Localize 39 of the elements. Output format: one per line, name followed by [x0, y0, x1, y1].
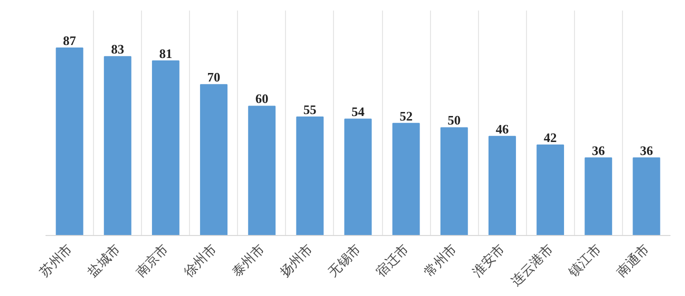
data-label: 55 — [303, 102, 317, 117]
bar — [440, 127, 468, 236]
bar — [584, 157, 612, 236]
x-tick-label: 泰州市 — [228, 241, 268, 280]
x-tick-label: 扬州市 — [277, 241, 316, 280]
bar — [344, 118, 372, 236]
x-tick-label: 徐州市 — [180, 241, 220, 280]
x-tick-label: 苏州市 — [36, 241, 75, 280]
bar — [200, 84, 228, 236]
data-label: 36 — [592, 142, 606, 158]
bar — [488, 136, 516, 236]
x-tick-label: 常州市 — [421, 241, 460, 280]
data-label: 70 — [207, 70, 220, 85]
bar — [296, 116, 324, 236]
bar — [392, 122, 420, 236]
x-tick-label: 无锡市 — [325, 241, 364, 280]
data-label: 81 — [159, 46, 172, 61]
bar — [248, 106, 276, 236]
x-tick-label: 淮安市 — [469, 241, 508, 280]
bar — [632, 157, 660, 236]
bar — [536, 144, 564, 236]
data-label: 50 — [448, 112, 461, 128]
x-tick-label: 宿迁市 — [373, 241, 412, 280]
bar — [56, 48, 84, 236]
x-tick-label: 盐城市 — [84, 241, 123, 280]
x-tick-label: 南通市 — [614, 241, 652, 280]
data-label: 46 — [496, 121, 510, 136]
data-label: 52 — [400, 108, 413, 124]
x-tick-label: 南京市 — [132, 241, 171, 280]
x-tick-label: 镇江市 — [564, 241, 604, 280]
data-label: 83 — [111, 42, 125, 57]
data-label: 60 — [255, 91, 268, 106]
data-label: 42 — [544, 130, 557, 145]
data-label: 87 — [63, 33, 77, 48]
bar — [104, 56, 132, 236]
x-tick-label: 连云港市 — [508, 241, 556, 289]
data-label: 54 — [352, 104, 365, 120]
bar — [152, 60, 180, 236]
data-label: 36 — [640, 142, 654, 158]
